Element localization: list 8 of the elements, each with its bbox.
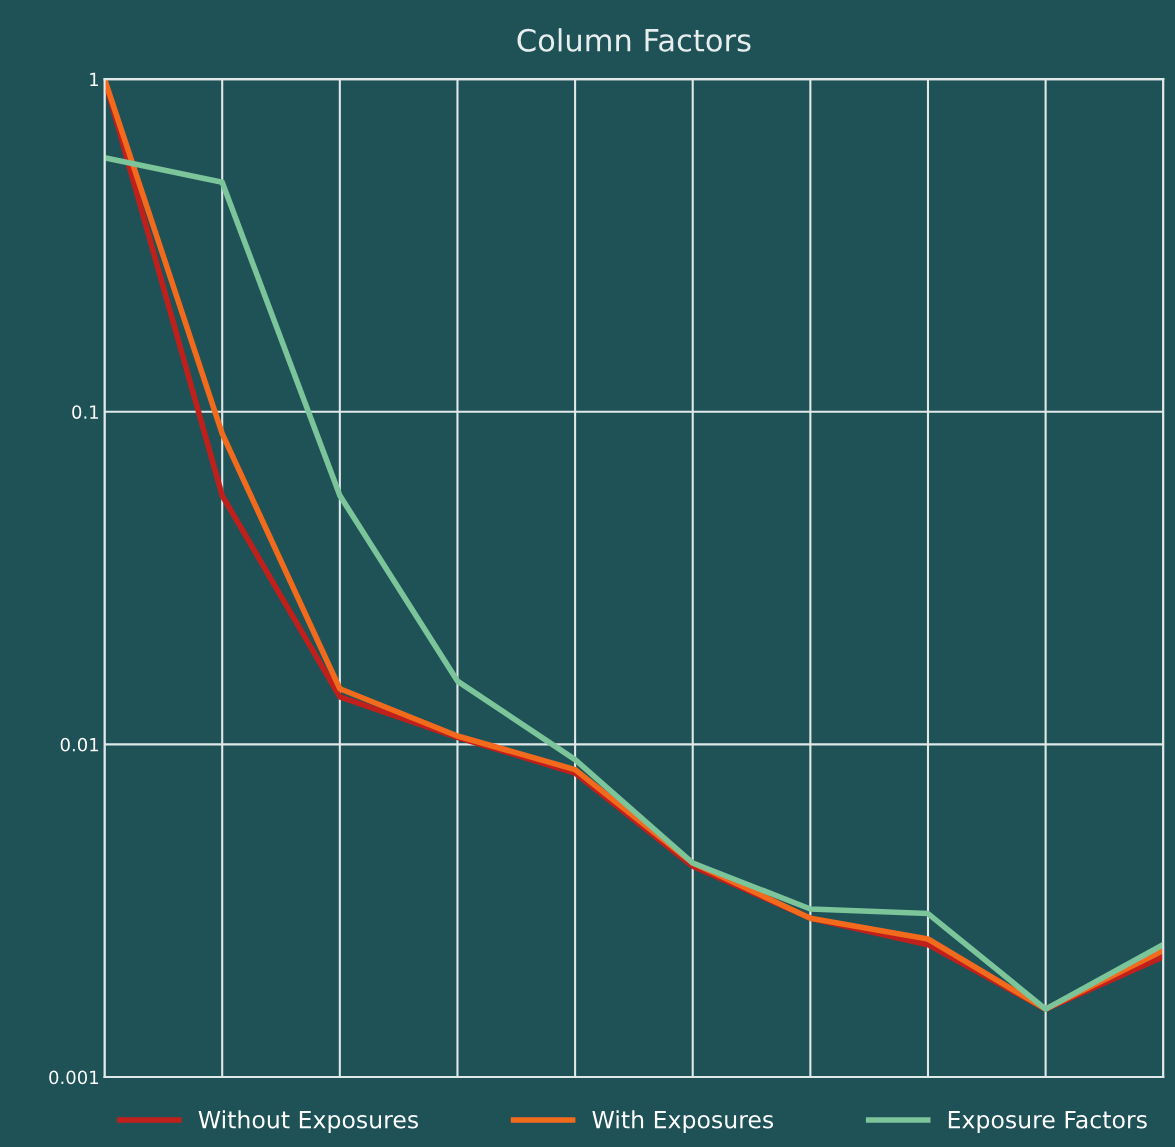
y-tick-label: 0.01 (60, 737, 99, 752)
legend-label: With Exposures (592, 1110, 774, 1134)
y-tick-label: 1 (90, 72, 99, 86)
y-tick-label: 0.1 (72, 405, 99, 419)
y-tick-label: 0.001 (49, 1070, 99, 1085)
legend-label: Without Exposures (198, 1110, 418, 1134)
chart-title: Column Factors (517, 28, 751, 52)
legend-label: Exposure Factors (948, 1110, 1147, 1134)
